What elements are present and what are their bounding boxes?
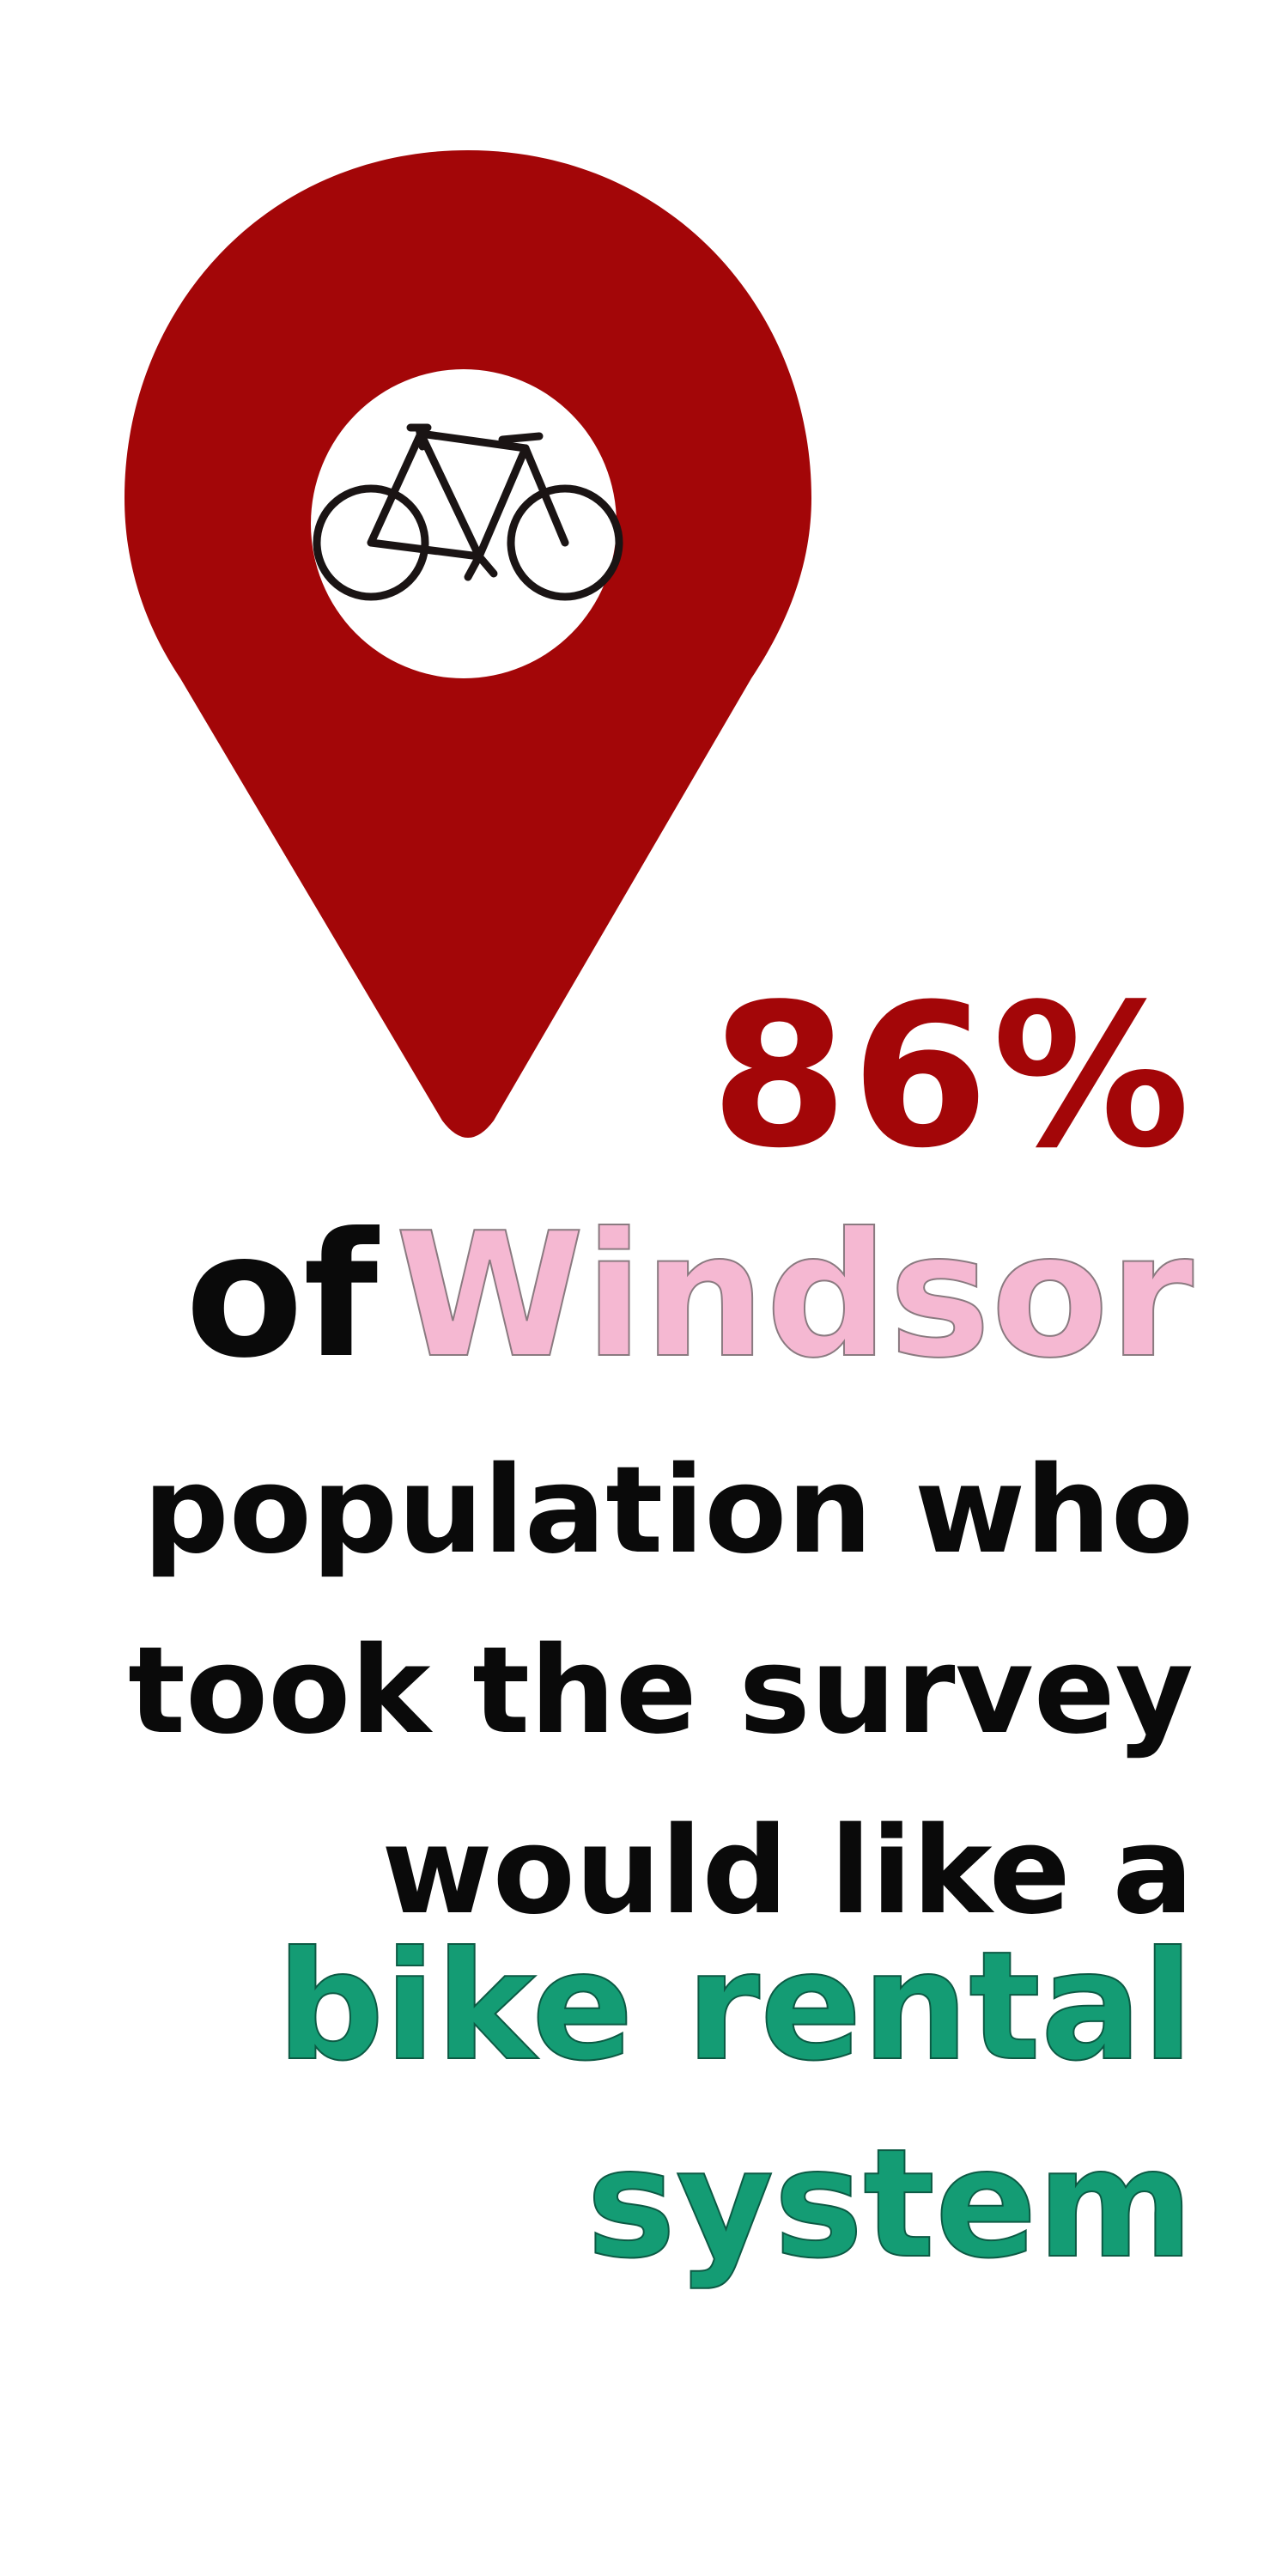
headline-line-3: population who: [143, 1441, 1194, 1581]
highlight-line-2: system: [586, 2117, 1194, 2292]
headline-line-5: would like a: [381, 1801, 1194, 1941]
bicycle-icon: [313, 423, 623, 601]
map-pin-icon: [125, 150, 811, 1138]
headline-prefix: of: [185, 1196, 379, 1396]
headline-line-2: of Windsor: [185, 1210, 1194, 1383]
highlight-line-1: bike rental: [276, 1920, 1194, 2094]
headline-line-4: took the survey: [128, 1621, 1194, 1761]
city-name: Windsor: [394, 1196, 1194, 1396]
percent-stat: 86%: [710, 963, 1194, 1192]
